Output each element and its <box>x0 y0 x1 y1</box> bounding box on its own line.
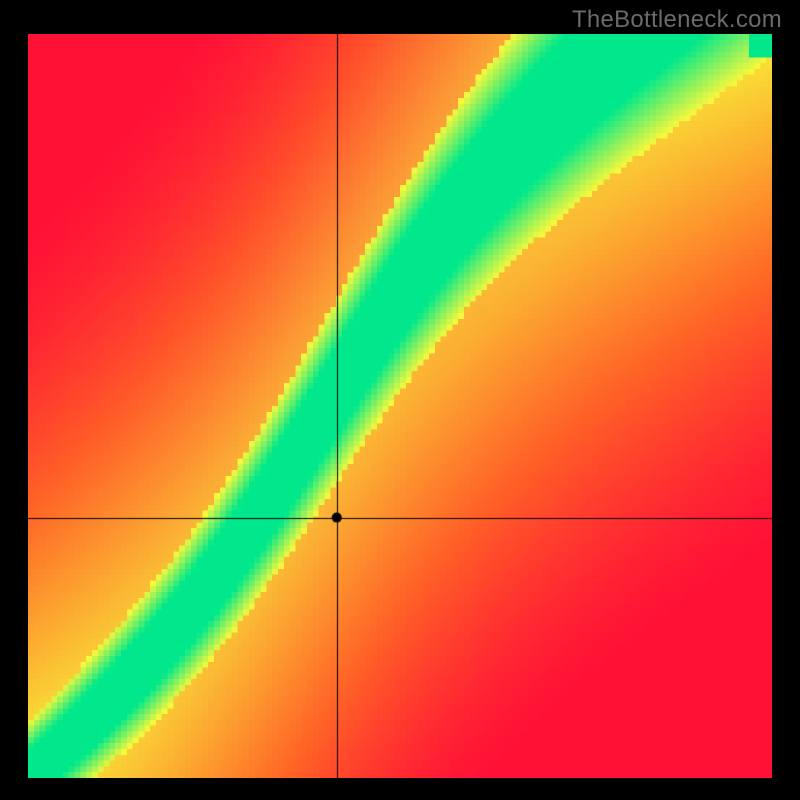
chart-frame: TheBottleneck.com <box>0 0 800 800</box>
watermark-text: TheBottleneck.com <box>572 6 782 34</box>
plot-area <box>28 34 772 778</box>
heatmap-canvas <box>28 34 772 778</box>
